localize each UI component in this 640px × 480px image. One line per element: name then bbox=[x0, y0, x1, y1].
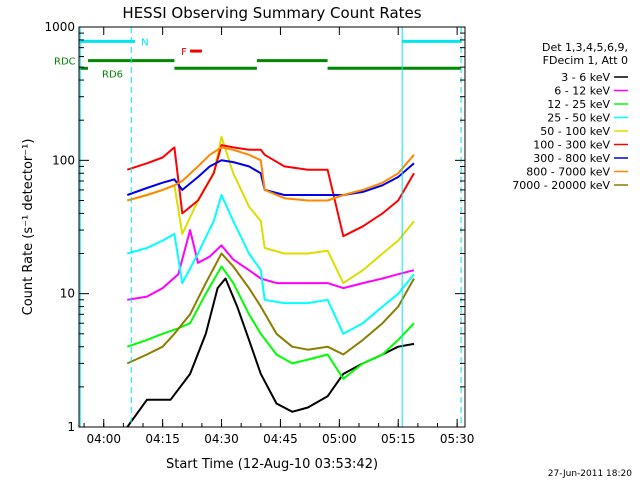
series-line-6-12-kev bbox=[127, 229, 415, 301]
legend-header-line-1: FDecim 1, Att 0 bbox=[543, 54, 628, 67]
legend-label-3-6-kev: 3 - 6 keV bbox=[561, 71, 610, 84]
plot-frame bbox=[78, 26, 466, 428]
x-tick-label-05-30: 05:30 bbox=[440, 432, 475, 446]
legend-header-line-0: Det 1,3,4,5,6,9, bbox=[542, 41, 628, 54]
legend-label-50-100-kev: 50 - 100 keV bbox=[540, 125, 610, 138]
series-line-300-800-kev bbox=[126, 159, 415, 196]
legend-label-300-800-kev: 300 - 800 keV bbox=[533, 152, 610, 165]
legend-label-12-25-kev: 12 - 25 keV bbox=[547, 98, 610, 111]
legend-label-800-7000-kev: 800 - 7000 keV bbox=[526, 166, 610, 179]
x-tick-label-05-00: 05:00 bbox=[322, 432, 357, 446]
legend: Det 1,3,4,5,6,9,FDecim 1, Att 0 3 - 6 keV… bbox=[512, 41, 628, 192]
x-tick-label-04-30: 04:30 bbox=[204, 432, 239, 446]
legend-label-6-12-kev: 6 - 12 keV bbox=[554, 85, 610, 98]
series-line-50-100-kev bbox=[127, 135, 415, 285]
x-tick-label-05-15: 05:15 bbox=[381, 432, 416, 446]
flags-layer: N F RDC RD6 bbox=[54, 37, 462, 80]
series-line-7000-20000-kev bbox=[126, 252, 415, 365]
flag-label-rd6: RD6 bbox=[102, 69, 123, 80]
axes: 04:00 04:15 04:30 04:45 05:00 05:15 05:30 1 10 10… bbox=[44, 20, 474, 446]
series-line-800-7000-kev bbox=[127, 146, 415, 202]
flag-label-f: F bbox=[181, 47, 187, 58]
night-markers bbox=[79, 27, 462, 427]
legend-label-100-300-kev: 100 - 300 keV bbox=[533, 139, 610, 152]
y-tick-label-1000: 1000 bbox=[44, 20, 75, 34]
y-axis-label: Count Rate (s⁻¹ detector⁻¹) bbox=[21, 139, 36, 316]
series-line-100-300-kev bbox=[126, 144, 415, 238]
x-tick-label-04-15: 04:15 bbox=[145, 432, 180, 446]
date-stamp: 27-Jun-2011 18:20 bbox=[548, 469, 632, 479]
series-line-25-50-kev bbox=[127, 194, 415, 335]
chart-title: HESSI Observing Summary Count Rates bbox=[122, 4, 421, 22]
y-tick-label-10: 10 bbox=[60, 287, 75, 301]
legend-label-25-50-kev: 25 - 50 keV bbox=[547, 112, 610, 125]
flag-label-n: N bbox=[141, 37, 148, 48]
series-layer bbox=[126, 135, 415, 428]
y-tick-label-1: 1 bbox=[67, 420, 75, 434]
flag-label-rdc: RDC bbox=[54, 57, 76, 68]
y-tick-label-100: 100 bbox=[52, 153, 75, 167]
x-tick-label-04-00: 04:00 bbox=[86, 432, 121, 446]
x-axis-label: Start Time (12-Aug-10 03:53:42) bbox=[166, 457, 378, 472]
legend-label-7000-20000-kev: 7000 - 20000 keV bbox=[512, 179, 610, 192]
x-tick-label-04-45: 04:45 bbox=[263, 432, 298, 446]
